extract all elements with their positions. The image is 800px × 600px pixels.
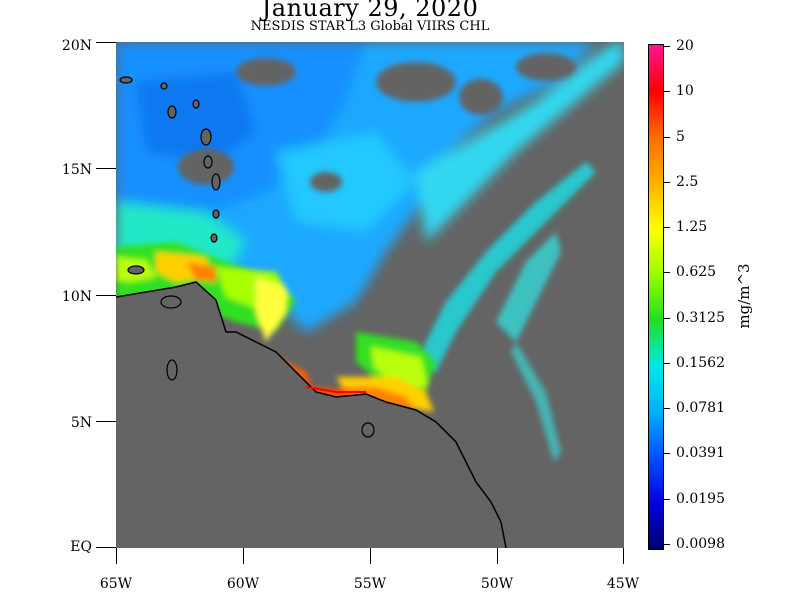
map-canvas xyxy=(116,42,624,548)
colorbar-label: 0.0781 xyxy=(676,400,725,417)
colorbar-label: 0.0195 xyxy=(676,490,725,507)
colorbar-tick xyxy=(664,453,670,455)
colorbar-label: 10 xyxy=(676,83,694,100)
lat-tick xyxy=(96,421,116,422)
colorbar xyxy=(648,44,664,550)
south-america-land xyxy=(116,282,506,548)
colorbar-tick xyxy=(664,544,670,545)
colorbar-tick xyxy=(664,272,670,274)
lat-tick xyxy=(96,42,116,43)
lat-label: 20N xyxy=(61,38,92,54)
lon-tick xyxy=(116,548,117,564)
colorbar-tick xyxy=(664,498,670,500)
colorbar-tick xyxy=(664,408,670,410)
lon-label: 50W xyxy=(480,576,514,592)
lesser-antilles-islands xyxy=(119,76,375,438)
colorbar-tick xyxy=(664,181,670,183)
colorbar-tick xyxy=(664,136,670,138)
lon-label: 60W xyxy=(226,576,260,592)
colorbar-tick xyxy=(664,317,670,319)
lat-label: 5N xyxy=(70,415,92,431)
colorbar-tick xyxy=(664,227,670,229)
map-subtitle: NESDIS STAR L3 Global VIIRS CHL xyxy=(250,19,490,34)
lat-tick xyxy=(96,295,116,296)
lat-tick xyxy=(96,168,116,169)
map-title: January 29, 2020 xyxy=(261,0,479,22)
lon-label: 45W xyxy=(606,576,640,592)
chlorophyll-map xyxy=(116,42,624,548)
colorbar-label: 20 xyxy=(676,38,694,54)
colorbar-tick xyxy=(664,362,670,364)
lon-label: 55W xyxy=(353,576,387,592)
colorbar-label: 0.1562 xyxy=(676,354,725,371)
offshore-filament xyxy=(416,162,596,462)
colorbar-label: 0.3125 xyxy=(676,309,725,326)
colorbar-units: mg/m^3 xyxy=(735,263,753,329)
coastline xyxy=(116,281,507,548)
colorbar-label: 0.0391 xyxy=(676,445,725,462)
lat-tick xyxy=(96,547,116,548)
lon-tick xyxy=(497,548,498,564)
colorbar-label: 2.5 xyxy=(676,173,699,190)
lat-label: EQ xyxy=(70,539,92,555)
coastal-red-strip xyxy=(305,386,366,393)
lon-label: 65W xyxy=(99,576,133,592)
lat-label: 10N xyxy=(61,289,92,305)
colorbar-label: 0.0098 xyxy=(676,536,725,552)
lon-tick xyxy=(370,548,371,564)
colorbar-tick xyxy=(664,91,670,93)
colorbar-label: 5 xyxy=(676,128,685,145)
lon-tick xyxy=(623,548,624,564)
colorbar-label: 1.25 xyxy=(676,219,708,236)
lon-tick xyxy=(243,548,244,564)
colorbar-label: 0.625 xyxy=(676,264,717,281)
lat-label: 15N xyxy=(61,162,92,178)
colorbar-tick xyxy=(664,46,670,47)
